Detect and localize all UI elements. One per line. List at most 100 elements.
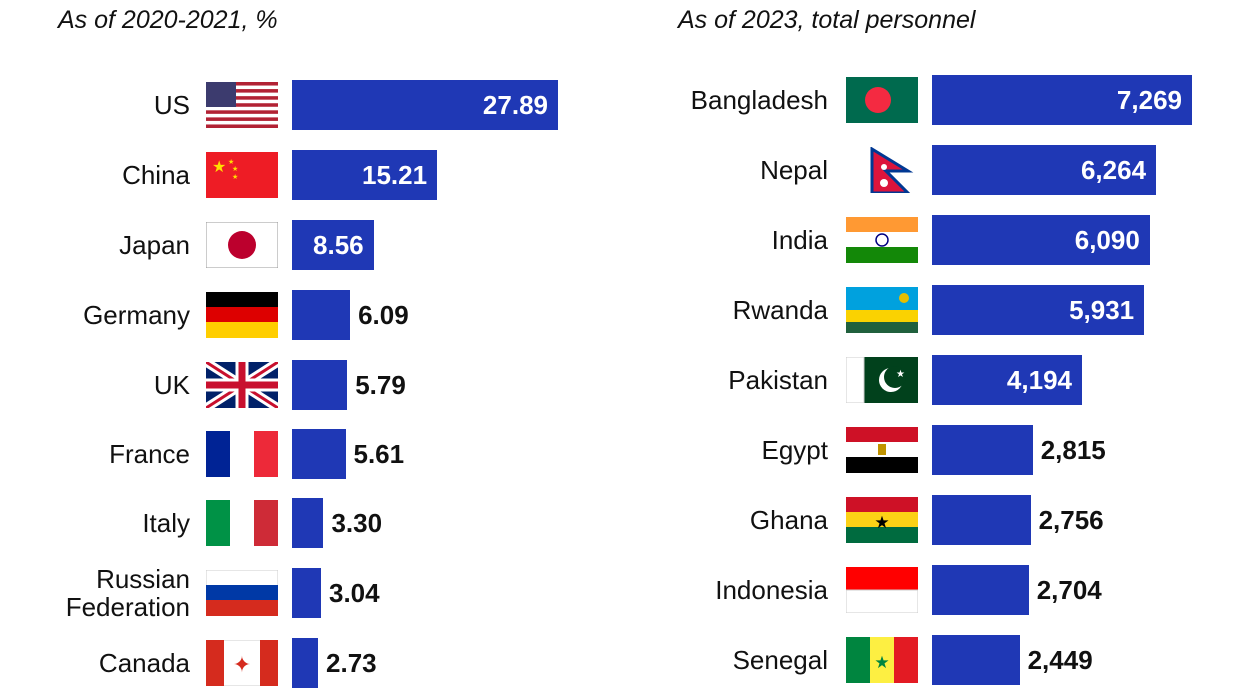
nepal-flag-icon [870,147,914,193]
data-label: 2,449 [1027,645,1093,675]
uk-flag-icon [206,362,278,408]
svg-text:★: ★ [874,653,889,672]
bangladesh-flag-icon [846,77,918,123]
pakistan-flag-icon: ★ [846,357,918,403]
data-label: 2,704 [1036,575,1102,605]
bar [932,635,1020,685]
left-bar-row: France 5.61 [0,429,1245,479]
left-bar-row: Russian Federation 3.04 [0,564,1245,622]
category-label: Italy [142,508,190,538]
category-label: India [771,225,828,255]
germany-flag-icon [206,292,278,338]
category-label: UK [153,370,190,400]
rwanda-flag-icon [846,287,918,333]
right-subtitle: As of 2023, total personnel [678,6,976,34]
italy-flag-icon [206,500,278,546]
canada-flag-icon: ✦ [206,640,278,686]
bar [932,355,1082,405]
svg-text:★: ★ [874,513,889,532]
category-label: Rwanda [732,295,828,325]
us-flag-icon [206,82,278,128]
senegal-flag-icon: ★ [846,637,918,683]
svg-text:★: ★ [232,173,238,181]
bar [932,285,1145,335]
bar [292,498,324,548]
bar [932,565,1029,615]
right-bar-row: Bangladesh 7,269 [0,75,1245,125]
svg-text:★: ★ [212,159,226,176]
data-label: 5.61 [353,439,405,469]
bar [932,495,1031,545]
data-label: 5,931 [1069,295,1135,325]
svg-text:★: ★ [896,369,905,380]
svg-text:✦: ✦ [233,652,251,677]
right-bar-row: India 6,090 [0,215,1245,265]
category-label: Senegal [732,645,828,675]
category-label: US [153,90,190,120]
left-bar-row: UK 5.79 [0,360,1245,410]
bar [292,220,374,270]
bar [292,360,348,410]
data-label: 15.21 [361,160,428,190]
data-label: 6,264 [1080,155,1147,185]
data-label: 6.09 [358,300,409,330]
bar [292,638,319,688]
bar [292,150,438,200]
svg-text:★: ★ [228,158,234,166]
left-bar-row: Japan 8.56 [0,220,1245,270]
data-label: 4,194 [1006,365,1072,395]
france-flag-icon [206,431,278,477]
right-bar-row: Egypt 2,815 [0,425,1245,475]
category-label: France [109,439,190,469]
left-bar-row: US 27.89 [0,80,1245,130]
svg-text:★: ★ [232,165,238,173]
data-label: 2.73 [326,648,377,678]
bar [292,80,558,130]
right-bar-row: Nepal 6,264 [0,145,1245,195]
category-label: Egypt [761,435,829,465]
data-label: 3.30 [331,508,383,538]
bar [932,75,1192,125]
right-bar-row: Senegal ★ 2,449 [0,635,1245,685]
category-label: Russian Federation [65,564,190,622]
left-bar-row: China ★ ★ ★ ★ 15.21 [0,150,1245,200]
bar [932,425,1033,475]
right-bar-row: Pakistan ★ 4,194 [0,355,1245,405]
left-subtitle: As of 2020-2021, % [58,6,278,34]
data-label: 7,269 [1116,85,1182,115]
bar [932,215,1150,265]
bar [292,568,321,618]
category-label: China [122,160,190,190]
data-label: 27.89 [482,90,548,120]
data-label: 2,756 [1038,505,1104,535]
data-label: 3.04 [328,578,380,608]
category-label: Bangladesh [690,85,828,115]
japan-flag-icon [206,222,278,268]
category-label: Ghana [749,505,828,535]
right-bar-row: Ghana ★ 2,756 [0,495,1245,545]
data-label: 8.56 [313,230,364,260]
category-label: Canada [98,648,190,678]
china-flag-icon: ★ ★★★ [206,152,278,198]
data-label: 6,090 [1074,225,1140,255]
left-bar-row: Italy 3.30 [0,498,1245,548]
right-bar-row: Indonesia 2,704 [0,565,1245,615]
russia-flag-icon [206,570,278,616]
category-label: Indonesia [715,575,828,605]
category-label: Germany [83,300,190,330]
category-label: Pakistan [728,365,828,395]
bar [292,290,351,340]
category-label: Nepal [760,155,828,185]
bar [292,429,346,479]
left-bar-row: Germany 6.09 [0,290,1245,340]
left-bar-row: Canada ✦ 2.73 [0,638,1245,688]
ghana-flag-icon: ★ [846,497,918,543]
data-label: 5.79 [355,370,406,400]
indonesia-flag-icon [846,567,918,613]
category-label: Japan [119,230,190,260]
india-flag-icon [846,217,918,263]
egypt-flag-icon [846,427,918,473]
bar [932,145,1157,195]
right-bar-row: Rwanda 5,931 [0,285,1245,335]
data-label: 2,815 [1040,435,1106,465]
